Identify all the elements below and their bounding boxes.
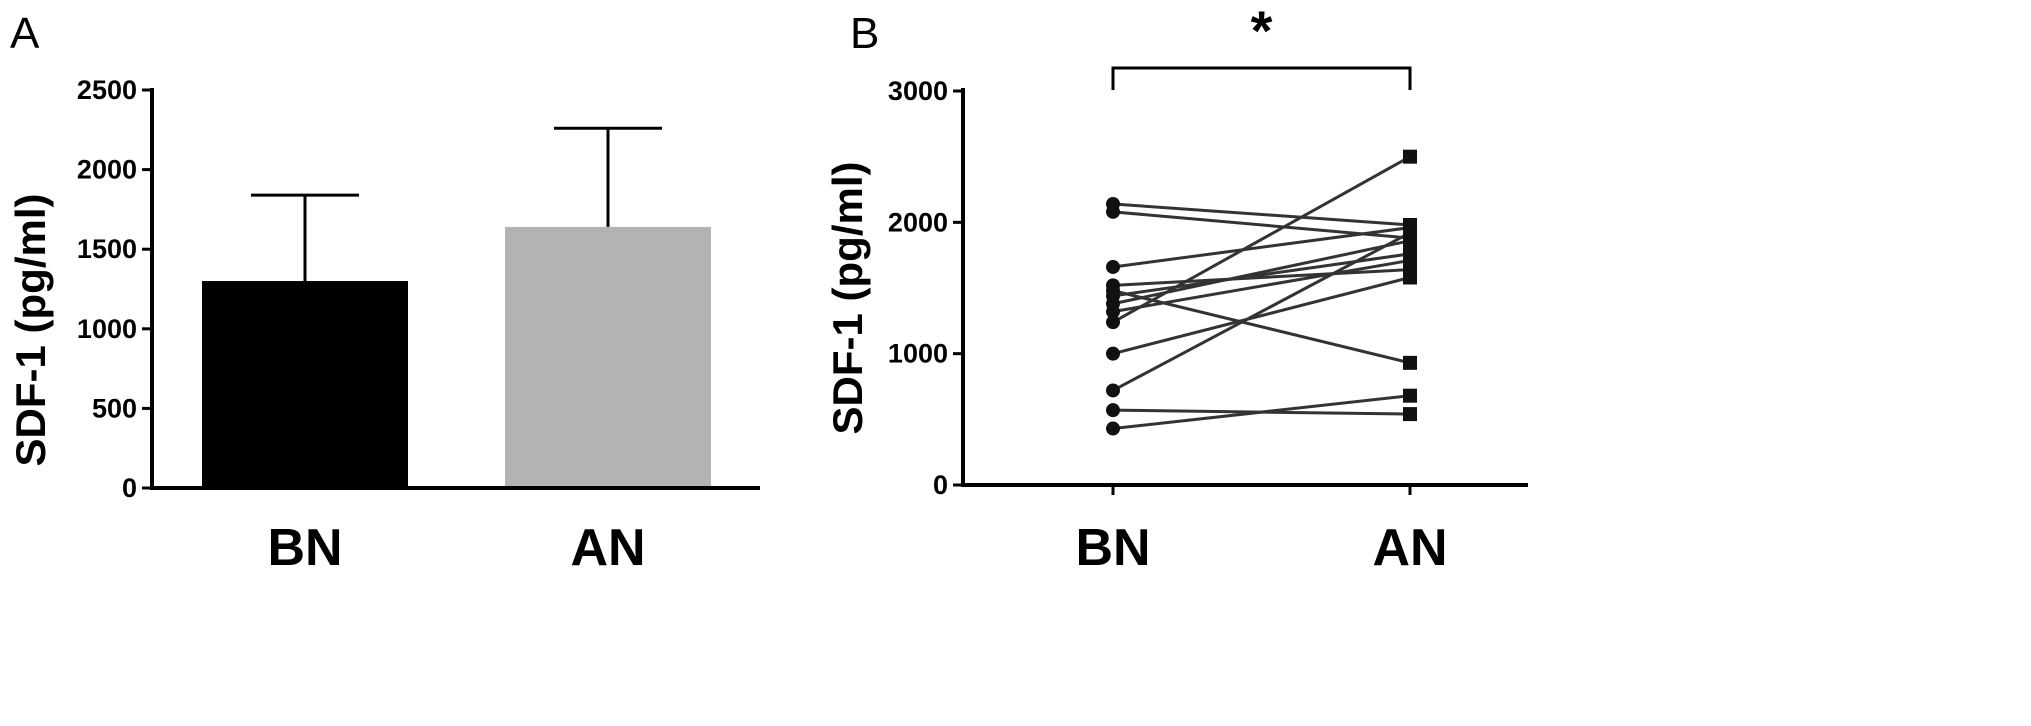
panel-a-y-axis-title: SDF-1 (pg/ml) [7, 194, 54, 467]
significance-star: * [1251, 0, 1273, 62]
panel-a-y-tick-label: 2500 [77, 75, 137, 105]
significance-bracket [1111, 66, 1412, 90]
paired-line-10 [1112, 276, 1411, 356]
panel-b-y-tick-label: 1000 [888, 339, 948, 369]
panel-b-x-label-bn: BN [1075, 519, 1150, 577]
point-an-8 [1403, 253, 1417, 268]
panel-a-x-label-bn: BN [267, 519, 342, 577]
panel-a-x-labels: BN AN [267, 519, 645, 577]
panel-a-y-ticks: 0 500 1000 1500 2000 2500 [77, 75, 152, 503]
point-bn-10 [1106, 346, 1120, 361]
point-an-10 [1403, 270, 1417, 285]
point-bn-8 [1106, 304, 1120, 319]
paired-line-9 [1112, 155, 1411, 324]
point-bn-11 [1106, 383, 1120, 398]
panel-a-bars [202, 226, 711, 489]
panel-a-y-tick-label: 2000 [77, 155, 137, 185]
point-bn-12 [1106, 403, 1120, 418]
panel-b-letter: B [850, 9, 879, 58]
paired-line-6 [1112, 252, 1411, 298]
panel-b-x-ticks [1111, 485, 1412, 495]
point-bn-9 [1106, 315, 1120, 330]
panel-a-letter: A [10, 9, 40, 58]
panel-b-x-label-an: AN [1372, 519, 1447, 577]
point-an-11 [1403, 225, 1417, 240]
paired-line-8 [1112, 258, 1411, 314]
paired-line-11 [1112, 231, 1411, 392]
point-an-9 [1403, 149, 1417, 164]
panel-b-y-tick-label: 0 [933, 470, 948, 500]
paired-line-5 [1112, 289, 1411, 365]
panel-a-error-bars [251, 126, 662, 282]
panel-b-y-tick-label: 3000 [888, 76, 948, 106]
panel-a-y-tick-label: 0 [122, 473, 137, 503]
panel-a: A SDF-1 (pg/ml) 0 500 1000 1500 2000 2500 BN A… [7, 9, 760, 577]
panel-b-y-tick-label: 2000 [888, 207, 948, 237]
bar-bn [202, 281, 408, 488]
panel-a-y-tick-label: 1000 [77, 314, 137, 344]
point-an-13 [1403, 388, 1417, 403]
paired-line-3 [1112, 226, 1411, 269]
paired-line-1 [1112, 202, 1411, 227]
panel-b-markers [1106, 149, 1417, 436]
paired-line-13 [1112, 394, 1411, 431]
panel-a-x-label-an: AN [570, 519, 645, 577]
point-bn-3 [1106, 259, 1120, 274]
panel-a-y-tick-label: 500 [92, 393, 137, 423]
point-an-12 [1403, 407, 1417, 422]
panel-b: B SDF-1 (pg/ml) 0 1000 2000 3000 * BN AN [824, 0, 1528, 577]
bar-an [505, 226, 711, 489]
panel-a-y-tick-label: 1500 [77, 234, 137, 264]
panel-b-y-ticks: 0 1000 2000 3000 [888, 76, 963, 500]
panel-b-x-labels: BN AN [1075, 519, 1447, 577]
point-an-5 [1403, 355, 1417, 370]
point-bn-13 [1106, 421, 1120, 436]
point-bn-2 [1106, 204, 1120, 219]
significance-bracket-line [1111, 66, 1412, 90]
panel-b-y-axis-title: SDF-1 (pg/ml) [824, 162, 871, 435]
panel-b-paired-lines [1112, 155, 1411, 431]
paired-line-4 [1112, 268, 1411, 287]
